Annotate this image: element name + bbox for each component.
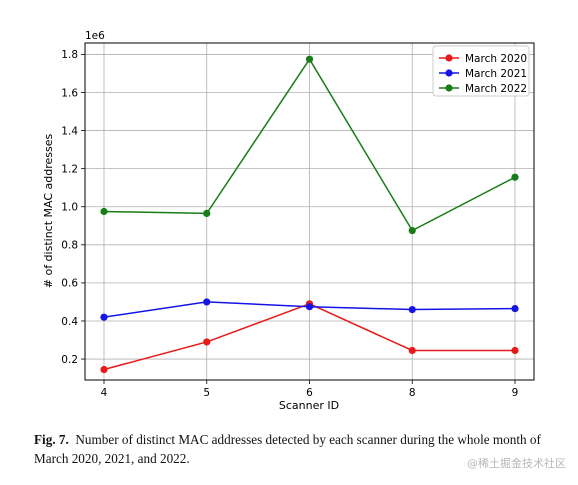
watermark: @稀土掘金技术社区 <box>467 457 566 470</box>
y-tick-label: 1.8 <box>61 49 78 61</box>
legend-items: March 2020 March 2021 March 2022 <box>439 53 527 95</box>
y-axis-label: # of distinct MAC addresses <box>42 133 55 288</box>
legend-swatch-marker <box>445 54 453 62</box>
data-point <box>203 338 211 346</box>
x-tick-label: 6 <box>306 387 313 399</box>
x-tick-label: 8 <box>409 387 416 399</box>
data-point <box>203 298 211 306</box>
y-scale-label: 1e6 <box>85 30 105 42</box>
figure-label: Fig. 7. <box>34 432 69 447</box>
data-point <box>408 305 416 314</box>
legend-label: March 2021 <box>465 68 527 80</box>
data-point <box>511 346 519 355</box>
data-point <box>408 346 416 355</box>
legend-swatch-marker <box>445 69 453 77</box>
axis-ticks: 4 5 6 8 9 0.2 0.4 0.6 0.8 1.0 1.2 1.4 1.6 1.8 <box>61 49 518 399</box>
data-point <box>511 173 519 181</box>
y-tick-label: 1.2 <box>61 163 78 175</box>
legend-swatch-marker <box>445 84 453 92</box>
y-tick-label: 1.4 <box>61 125 78 137</box>
x-tick-label: 5 <box>203 387 210 399</box>
data-point <box>511 305 519 313</box>
y-tick-label: 0.6 <box>61 278 78 290</box>
figure-caption: Fig. 7. Number of distinct MAC addresses… <box>34 430 554 468</box>
data-point <box>203 209 211 218</box>
data-point <box>100 207 108 216</box>
legend-label: March 2022 <box>465 83 527 95</box>
y-tick-label: 0.2 <box>61 354 78 366</box>
legend: March 2020 March 2021 March 2022 <box>432 45 530 97</box>
x-tick-label: 4 <box>101 387 108 399</box>
y-tick-label: 1.6 <box>61 87 78 99</box>
y-tick-label: 0.8 <box>61 240 78 252</box>
x-tick-label: 9 <box>512 387 519 399</box>
legend-label: March 2020 <box>465 53 527 65</box>
data-point <box>100 365 108 374</box>
line-chart: 4 5 6 8 9 0.2 0.4 0.6 0.8 1.0 1.2 1.4 1.6 1.8 1e6 Sca… <box>42 30 535 412</box>
data-point <box>305 55 314 63</box>
x-axis-label: Scanner ID <box>279 399 339 412</box>
y-tick-label: 1.0 <box>61 202 78 214</box>
figure-caption-text: Number of distinct MAC addresses detecte… <box>34 432 541 466</box>
data-point <box>305 303 314 311</box>
data-point <box>408 226 416 235</box>
y-tick-label: 0.4 <box>61 316 78 328</box>
data-point <box>100 313 108 321</box>
series-lines <box>100 55 519 374</box>
